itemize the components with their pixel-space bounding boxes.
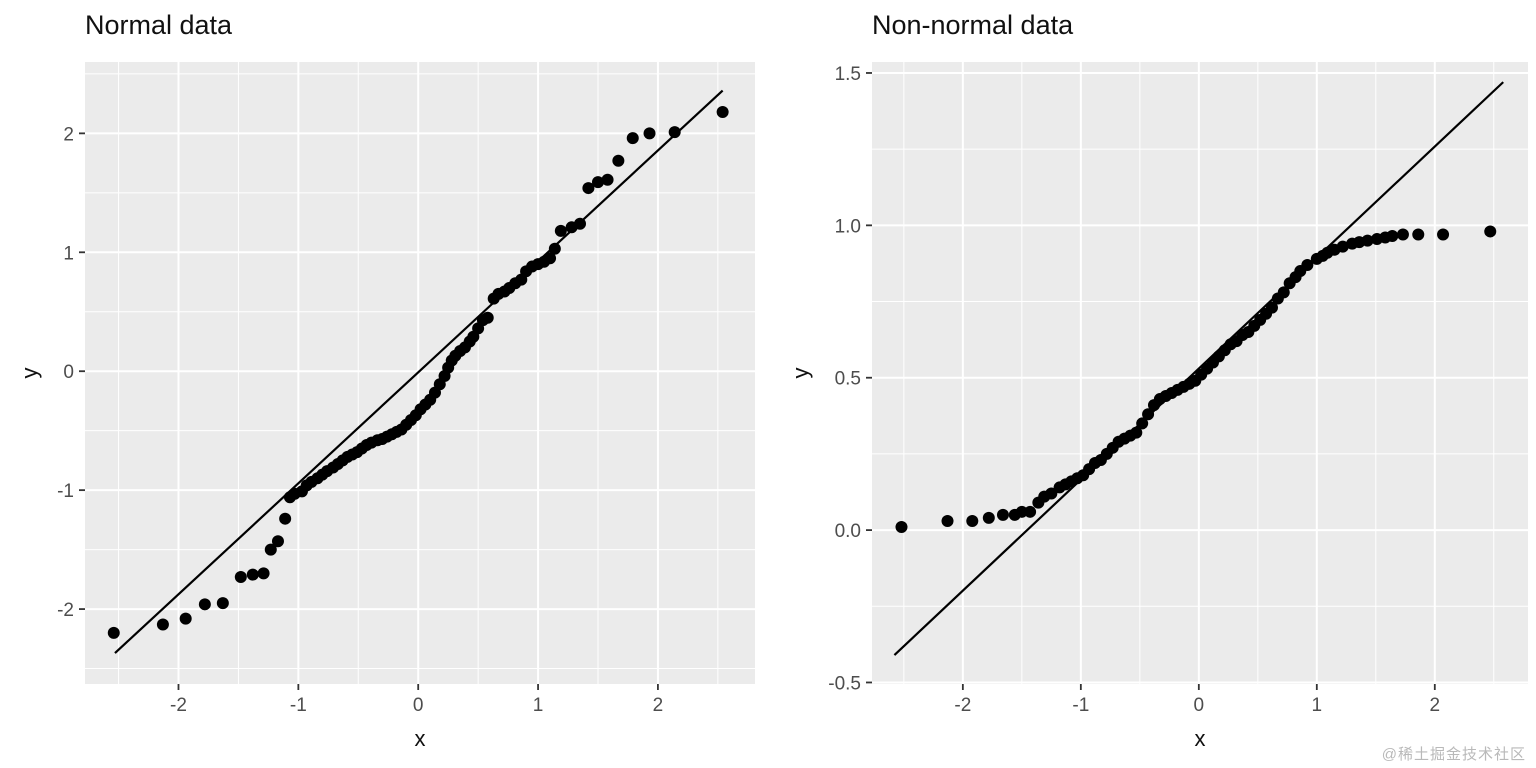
data-point <box>554 224 567 237</box>
watermark: @稀土掘金技术社区 <box>1381 746 1526 763</box>
x-tick-label: 2 <box>1430 695 1441 716</box>
data-point <box>1386 230 1399 243</box>
y-tick-label: 1 <box>63 243 74 264</box>
x-tick-label: -2 <box>170 695 187 716</box>
data-point <box>198 598 211 611</box>
data-point <box>1361 234 1374 247</box>
x-tick-label: -1 <box>1072 695 1089 716</box>
plot-title: Normal data <box>85 10 233 40</box>
data-point <box>1277 286 1290 299</box>
data-point <box>1437 228 1450 241</box>
data-point <box>601 173 614 186</box>
x-tick-label: 2 <box>653 695 664 716</box>
y-axis-title: y <box>788 367 813 379</box>
qq-plot-non-normal: -2 -1 0 1 2 -0.5 0.0 0.5 1.0 1.5 Non-normal data … <box>768 0 1536 768</box>
data-point <box>1396 228 1409 241</box>
y-tick-label: 0.0 <box>835 521 861 542</box>
data-point <box>279 512 292 525</box>
y-tick-label: -1 <box>57 481 74 502</box>
data-point <box>716 105 729 118</box>
x-tick-label: -2 <box>954 695 971 716</box>
data-point <box>612 154 625 167</box>
data-point <box>1265 301 1278 314</box>
data-point <box>1045 487 1058 500</box>
qq-plot-non-normal-canvas: -2 -1 0 1 2 -0.5 0.0 0.5 1.0 1.5 <box>828 62 1528 716</box>
y-tick-label: 0 <box>63 362 74 383</box>
data-point <box>1015 505 1028 518</box>
data-point <box>1142 408 1155 421</box>
data-point <box>982 511 995 524</box>
data-point <box>626 132 639 145</box>
data-point <box>1484 225 1497 238</box>
data-point <box>1136 417 1149 430</box>
y-tick-label: -2 <box>57 600 74 621</box>
y-tick-label: 2 <box>63 124 74 145</box>
y-tick-label: -0.5 <box>828 673 861 694</box>
data-point <box>548 242 561 255</box>
plot-title: Non-normal data <box>872 10 1074 40</box>
x-axis-title: x <box>1194 726 1206 751</box>
data-point <box>107 626 120 639</box>
data-point <box>996 508 1009 521</box>
data-point <box>271 535 284 548</box>
data-point <box>941 514 954 527</box>
data-point <box>264 543 277 556</box>
y-axis-title: y <box>17 367 42 379</box>
data-point <box>257 567 270 580</box>
data-point <box>643 127 656 140</box>
x-tick-label: 0 <box>1194 695 1205 716</box>
x-tick-label: -1 <box>290 695 307 716</box>
qq-reference-line <box>114 89 724 654</box>
y-tick-label: 0.5 <box>835 369 861 390</box>
data-point <box>1301 258 1314 271</box>
x-axis-title: x <box>414 726 426 751</box>
data-point <box>234 570 247 583</box>
data-point <box>216 597 229 610</box>
y-tick-label: 1.5 <box>835 64 861 85</box>
qq-plot-normal-canvas: -2 -1 0 1 2 -2 -1 0 1 2 <box>57 62 755 716</box>
y-tick-label: 1.0 <box>835 216 861 237</box>
data-point <box>591 176 604 189</box>
qq-reference-line <box>893 81 1504 656</box>
data-point <box>966 514 979 527</box>
data-point <box>246 568 259 581</box>
x-tick-label: 0 <box>413 695 424 716</box>
data-point <box>1336 240 1349 253</box>
data-point <box>574 217 587 230</box>
data-point <box>582 182 595 195</box>
x-tick-label: 1 <box>1312 695 1323 716</box>
data-point <box>544 252 557 265</box>
data-point <box>895 521 908 534</box>
data-point <box>1412 228 1425 241</box>
data-point <box>156 618 169 631</box>
data-point <box>668 126 681 139</box>
data-point <box>481 311 494 324</box>
data-point <box>1130 426 1143 439</box>
data-point <box>1024 505 1037 518</box>
x-tick-label: 1 <box>533 695 544 716</box>
panel-background <box>85 62 755 684</box>
qq-plot-normal: -2 -1 0 1 2 -2 -1 0 1 2 Normal data x y <box>17 10 755 751</box>
data-point <box>179 612 192 625</box>
